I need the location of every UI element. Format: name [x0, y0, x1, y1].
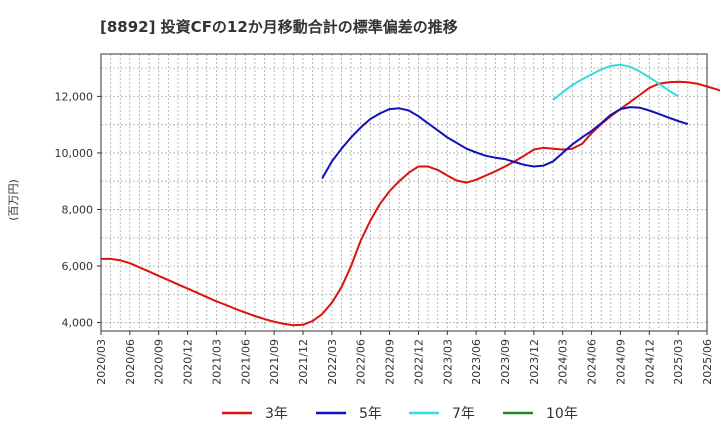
x-tick-label: 2020/12 — [182, 339, 195, 385]
y-axis-ticks: 4,000 6,000 8,000 10,000 12,000 — [55, 90, 101, 330]
grid-lines — [101, 54, 707, 331]
legend: 3年 5年 7年 10年 — [222, 406, 578, 422]
x-axis-ticks: 2020/03 2020/06 2020/09 2020/12 2021/03 2021/… — [95, 331, 714, 385]
x-tick-label: 2024/03 — [557, 339, 570, 385]
x-tick-label: 2024/09 — [614, 339, 627, 385]
legend-item: 3年 — [222, 406, 288, 422]
y-tick-label: 10,000 — [55, 147, 94, 160]
x-tick-label: 2021/03 — [210, 339, 223, 385]
legend-item: 7年 — [409, 406, 475, 422]
chart-title: [8892] 投資CFの12か月移動合計の標準偏差の推移 — [100, 18, 458, 36]
x-tick-label: 2023/12 — [528, 339, 541, 385]
x-tick-label: 2021/12 — [297, 339, 310, 385]
x-tick-label: 2021/09 — [268, 339, 281, 385]
x-tick-label: 2020/09 — [153, 339, 166, 385]
x-tick-label: 2020/03 — [95, 339, 108, 385]
x-tick-label: 2024/12 — [643, 339, 656, 385]
x-tick-label: 2021/06 — [239, 339, 252, 385]
x-tick-label: 2024/06 — [586, 339, 599, 385]
legend-label: 3年 — [265, 406, 288, 422]
series-lines — [101, 63, 720, 327]
legend-item: 10年 — [503, 406, 578, 422]
x-tick-label: 2025/03 — [672, 339, 685, 385]
y-axis-label: (百万円) — [7, 179, 20, 221]
x-tick-label: 2023/03 — [441, 339, 454, 385]
legend-label: 7年 — [452, 406, 475, 422]
y-tick-label: 4,000 — [62, 317, 94, 330]
y-tick-label: 8,000 — [62, 203, 94, 216]
x-tick-label: 2023/09 — [499, 339, 512, 385]
y-tick-label: 6,000 — [62, 260, 94, 273]
legend-item: 5年 — [316, 406, 382, 422]
x-tick-label: 2020/06 — [124, 339, 137, 385]
y-tick-label: 12,000 — [55, 90, 94, 103]
x-tick-label: 2025/06 — [701, 339, 714, 385]
series-line-5年 — [321, 106, 689, 179]
x-tick-label: 2022/09 — [384, 339, 397, 385]
x-tick-label: 2022/06 — [355, 339, 368, 385]
series-line-3年 — [101, 80, 720, 327]
series-line-7年 — [552, 63, 679, 101]
x-tick-label: 2022/03 — [326, 339, 339, 385]
legend-label: 5年 — [359, 406, 382, 422]
x-tick-label: 2023/06 — [470, 339, 483, 385]
x-tick-label: 2022/12 — [412, 339, 425, 385]
legend-label: 10年 — [546, 406, 578, 422]
plot-area — [100, 53, 708, 332]
